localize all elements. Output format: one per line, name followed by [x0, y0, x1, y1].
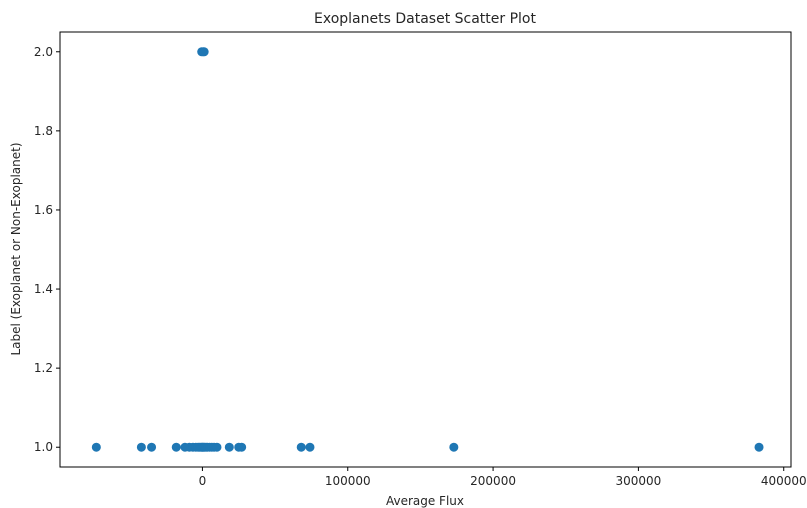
data-point [296, 442, 306, 452]
data-point [91, 442, 101, 452]
y-axis-ticks: 1.0 1.2 1.4 1.6 1.8 2.0 [34, 45, 60, 454]
data-point [305, 442, 315, 452]
axes-frame [59, 31, 792, 468]
data-point [754, 442, 764, 452]
y-tick-label: 1.0 [34, 440, 53, 454]
x-tick-label: 400000 [761, 474, 807, 488]
x-tick-label: 0 [199, 474, 207, 488]
x-axis-title: Average Flux [386, 494, 464, 508]
data-point [237, 442, 247, 452]
y-tick-label: 1.2 [34, 361, 53, 375]
x-tick-label: 100000 [325, 474, 371, 488]
y-tick-label: 1.8 [34, 124, 53, 138]
data-point [449, 442, 459, 452]
data-point [171, 442, 181, 452]
data-point [212, 442, 222, 452]
x-tick-label: 200000 [470, 474, 516, 488]
data-point [224, 442, 234, 452]
x-tick-label: 300000 [615, 474, 661, 488]
data-point [147, 442, 157, 452]
y-tick-label: 1.4 [34, 282, 53, 296]
data-points [91, 47, 764, 452]
y-axis-title: Label (Exoplanet or Non-Exoplanet) [9, 142, 23, 355]
x-axis-ticks: 0 100000 200000 300000 400000 [199, 467, 807, 488]
data-point [136, 442, 146, 452]
y-tick-label: 1.6 [34, 203, 53, 217]
chart-title: Exoplanets Dataset Scatter Plot [314, 11, 536, 27]
y-tick-label: 2.0 [34, 45, 53, 59]
data-point [199, 47, 209, 57]
